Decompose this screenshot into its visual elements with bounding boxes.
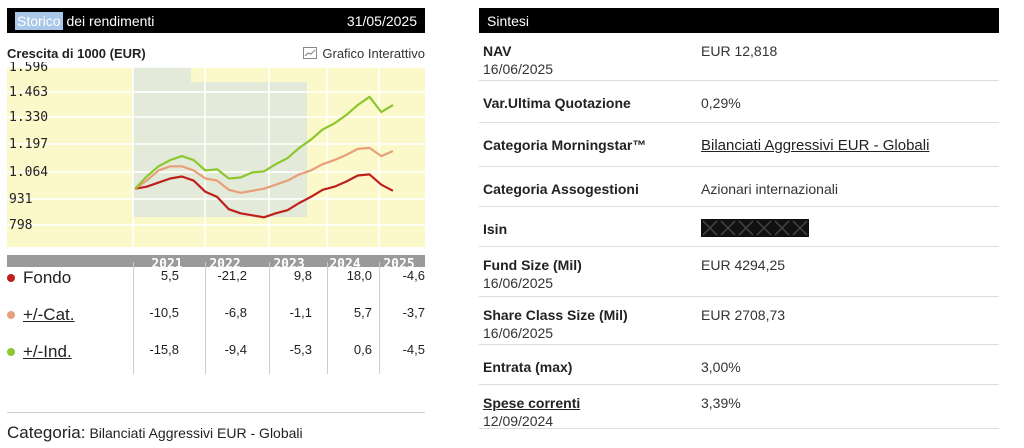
summary-row: Categoria Assogestioni Azionari internazi… bbox=[479, 167, 999, 207]
legend-dot bbox=[7, 311, 15, 319]
summary-value: Azionari internazionali bbox=[701, 181, 838, 197]
growth-chart: 1.596 1.463 1.330 1.197 1.064 931 798 2021 2022 2… bbox=[7, 60, 425, 272]
table-divider bbox=[133, 262, 134, 374]
history-panel: Storico dei rendimenti 31/05/2025 Cresci… bbox=[7, 8, 425, 272]
summary-key: Share Class Size (Mil) bbox=[483, 307, 628, 323]
performance-label-text: +/-Cat. bbox=[23, 305, 75, 324]
chart-title: Crescita di 1000 (EUR) bbox=[7, 45, 146, 61]
legend-dot bbox=[7, 274, 15, 282]
performance-value: -10,5 bbox=[149, 305, 179, 320]
summary-value: EUR 2708,73 bbox=[701, 307, 786, 323]
y-tick-label: 1.596 bbox=[9, 62, 48, 75]
summary-key: Categoria Assogestioni bbox=[483, 181, 639, 197]
performance-value: 0,6 bbox=[353, 342, 372, 357]
morningstar-category-link[interactable]: Bilanciati Aggressivi EUR - Globali bbox=[701, 137, 930, 154]
performance-value: -4,5 bbox=[402, 342, 425, 357]
performance-table: Fondo 5,5 -21,2 9,8 18,0 -4,6 +/-Cat. -10,5 -6,8… bbox=[7, 262, 425, 374]
summary-panel: Sintesi NAV 16/06/2025 EUR 12,818 Var.Ultim… bbox=[479, 8, 999, 429]
shaded-band bbox=[133, 67, 191, 217]
performance-row-label[interactable]: +/-Ind. bbox=[7, 342, 72, 362]
summary-key: Isin bbox=[483, 221, 508, 237]
shaded-band bbox=[191, 82, 249, 217]
summary-row: Share Class Size (Mil) 16/06/2025 EUR 2708… bbox=[479, 297, 999, 345]
summary-value: 0,29% bbox=[701, 95, 741, 111]
history-title: Storico dei rendimenti bbox=[15, 11, 155, 30]
summary-date: 16/06/2025 bbox=[483, 325, 554, 341]
performance-value: -9,4 bbox=[224, 342, 247, 357]
category-footer-value: Bilanciati Aggressivi EUR - Globali bbox=[89, 425, 303, 441]
performance-value: -5,3 bbox=[289, 342, 312, 357]
isin-redacted bbox=[701, 219, 809, 237]
summary-value: 3,39% bbox=[701, 395, 741, 411]
y-tick-label: 1.197 bbox=[9, 137, 48, 152]
summary-row: Entrata (max) 3,00% bbox=[479, 345, 999, 385]
history-date: 31/05/2025 bbox=[346, 12, 417, 29]
summary-row: Fund Size (Mil) 16/06/2025 EUR 4294,25 bbox=[479, 247, 999, 297]
series-line bbox=[134, 95, 394, 190]
category-footer-key: Categoria: bbox=[7, 423, 86, 442]
summary-row: Spese correnti 12/09/2024 3,39% bbox=[479, 385, 999, 429]
performance-value: 5,7 bbox=[353, 305, 372, 320]
summary-row: Categoria Morningstar™ Bilanciati Aggress… bbox=[479, 123, 999, 167]
performance-row: +/-Cat. -10,5 -6,8 -1,1 5,7 -3,7 bbox=[7, 299, 425, 336]
performance-label-text: +/-Ind. bbox=[23, 342, 72, 361]
table-divider bbox=[327, 262, 328, 374]
y-tick-label: 1.463 bbox=[9, 85, 48, 100]
legend-dot bbox=[7, 348, 15, 356]
performance-row-label[interactable]: +/-Cat. bbox=[7, 305, 75, 325]
performance-value: 5,5 bbox=[160, 268, 179, 283]
chart-icon bbox=[303, 47, 318, 59]
y-tick-label: 798 bbox=[9, 218, 32, 233]
performance-label-text: Fondo bbox=[23, 268, 72, 287]
table-divider bbox=[269, 262, 270, 374]
performance-value: -3,7 bbox=[402, 305, 425, 320]
summary-row: NAV 16/06/2025 EUR 12,818 bbox=[479, 33, 999, 81]
performance-value: 18,0 bbox=[346, 268, 372, 283]
y-tick-label: 1.064 bbox=[9, 165, 48, 180]
interactive-chart-link[interactable]: Grafico Interattivo bbox=[303, 46, 425, 61]
y-tick-label: 931 bbox=[9, 192, 32, 207]
performance-row: +/-Ind. -15,8 -9,4 -5,3 0,6 -4,5 bbox=[7, 336, 425, 373]
table-divider bbox=[205, 262, 206, 374]
y-tick-label: 1.330 bbox=[9, 110, 48, 125]
summary-value: EUR 4294,25 bbox=[701, 257, 786, 273]
summary-date: 12/09/2024 bbox=[483, 413, 554, 429]
summary-key[interactable]: Spese correnti bbox=[483, 395, 581, 411]
summary-key: Categoria Morningstar™ bbox=[483, 137, 647, 153]
performance-row: Fondo 5,5 -21,2 9,8 18,0 -4,6 bbox=[7, 262, 425, 299]
category-footer: Categoria: Bilanciati Aggressivi EUR - Gl… bbox=[7, 412, 425, 443]
performance-value: 9,8 bbox=[293, 268, 312, 283]
summary-row: Var.Ultima Quotazione 0,29% bbox=[479, 81, 999, 123]
summary-key: Fund Size (Mil) bbox=[483, 257, 582, 273]
summary-title: Sintesi bbox=[487, 12, 530, 29]
summary-row: Isin bbox=[479, 207, 999, 247]
summary-date: 16/06/2025 bbox=[483, 275, 554, 291]
summary-header: Sintesi bbox=[479, 8, 999, 33]
history-header: Storico dei rendimenti 31/05/2025 bbox=[7, 8, 425, 33]
table-divider bbox=[379, 262, 380, 374]
series-line bbox=[134, 173, 394, 219]
summary-key: Entrata (max) bbox=[483, 359, 573, 375]
summary-date: 16/06/2025 bbox=[483, 61, 554, 77]
performance-value: -4,6 bbox=[402, 268, 425, 283]
summary-key: NAV bbox=[483, 43, 512, 59]
performance-value: -1,1 bbox=[289, 305, 312, 320]
performance-row-label: Fondo bbox=[7, 268, 71, 288]
performance-value: -21,2 bbox=[217, 268, 247, 283]
summary-value: EUR 12,818 bbox=[701, 43, 778, 59]
series-line bbox=[134, 146, 394, 194]
performance-value: -6,8 bbox=[224, 305, 247, 320]
interactive-chart-label: Grafico Interattivo bbox=[322, 45, 425, 61]
performance-value: -15,8 bbox=[149, 342, 179, 357]
summary-value: 3,00% bbox=[701, 359, 741, 375]
summary-key: Var.Ultima Quotazione bbox=[483, 95, 631, 111]
